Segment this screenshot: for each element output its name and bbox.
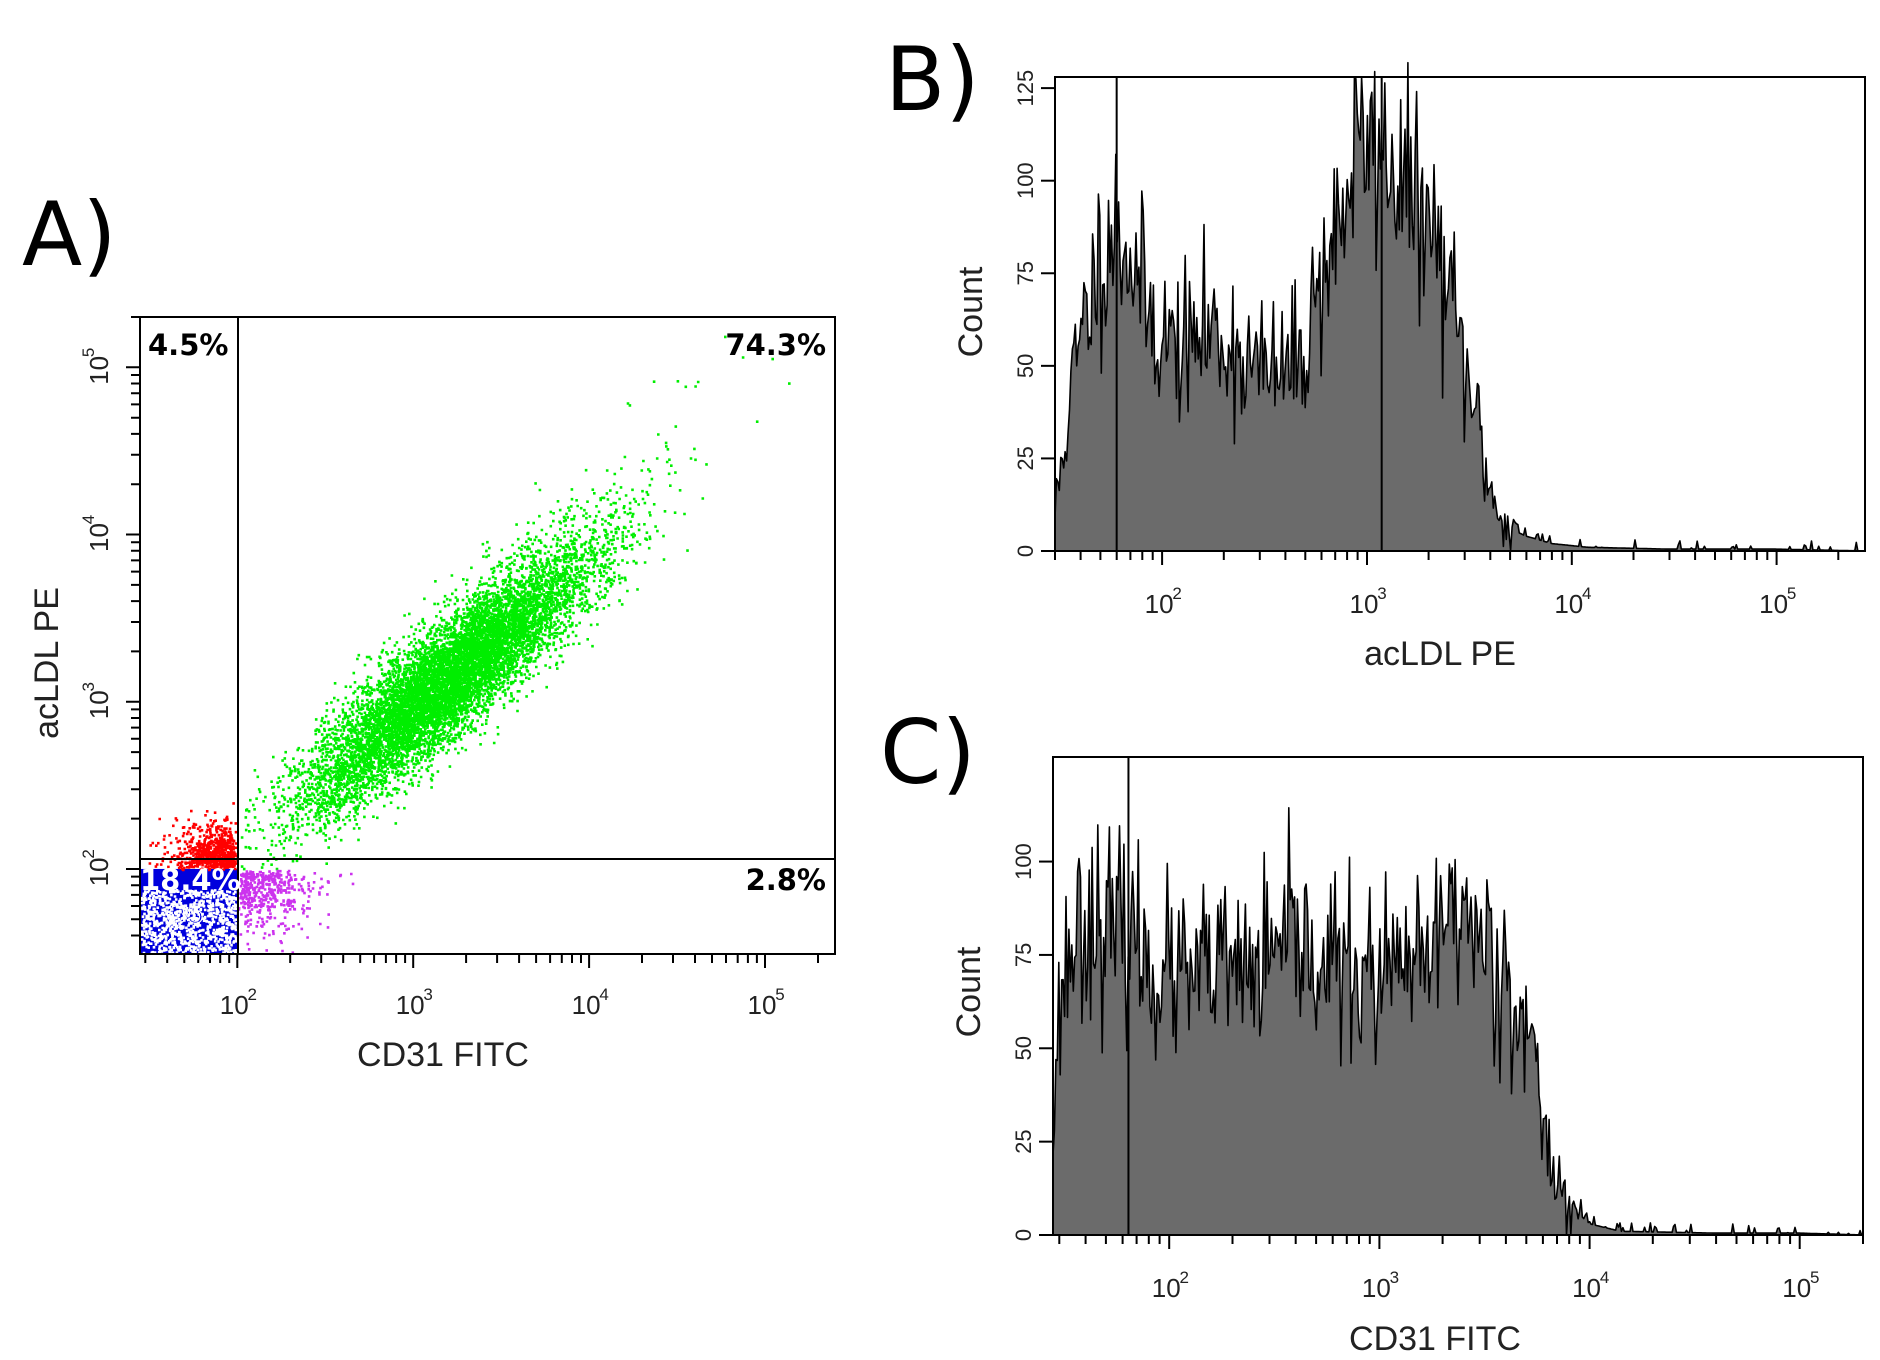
population-top-right: [240, 382, 791, 871]
scatter-events: [140, 335, 791, 955]
histogram-c-x-ticks: [1058, 1235, 1864, 1249]
scatter-y-label-3-text-base: 10: [84, 356, 114, 385]
scatter-y-label-0-text-base: 10: [84, 857, 114, 886]
scatter-x-ticks: [144, 954, 819, 968]
scatter-x-label-2-base: 10: [572, 990, 601, 1020]
scatter-y-label-0-text-exp: 2: [79, 849, 98, 858]
histogram-c-x-label-2-base: 10: [1572, 1273, 1601, 1303]
population-top-left: [148, 802, 239, 872]
histogram-b-x-ticks: [1054, 551, 1840, 565]
histogram-c-ytick-label-4: 100: [1011, 843, 1036, 880]
population-bottom-right: [237, 869, 355, 954]
histogram-c-x-label-1-exp: 3: [1390, 1268, 1399, 1287]
histogram-b-ytick-label-1: 25: [1013, 446, 1038, 470]
scatter-x-label-1-exp: 3: [423, 985, 432, 1004]
scatter-y-label-1-text: 103: [79, 682, 114, 719]
scatter-x-axis: 102 103 104 105: [144, 954, 819, 1020]
scatter-x-label-2: 104: [572, 985, 609, 1020]
scatter-y-label-3-text: 105: [79, 348, 114, 385]
histogram-b-x-label-2-exp: 4: [1582, 584, 1591, 603]
scatter-x-label-3-base: 10: [748, 990, 777, 1020]
scatter-y-label-3-text-exp: 5: [79, 348, 98, 357]
scatter-y-label-1-text-base: 10: [84, 690, 114, 719]
histogram-b-x-label-1-exp: 3: [1377, 584, 1386, 603]
scatter-x-label-0-base: 10: [220, 990, 249, 1020]
scatter-y-ticks: [126, 316, 140, 937]
histogram-b-x-label-3: 105: [1759, 584, 1796, 619]
histogram-b-ytick-label-5: 125: [1013, 70, 1038, 107]
histogram-c-ytick-label-3: 75: [1011, 943, 1036, 967]
scatter-y-label-1: 103: [79, 682, 114, 719]
population-bottom-left-speckle: [140, 889, 238, 955]
histogram-b-area: [1054, 61, 1866, 552]
histogram-b-x-label-0-base: 10: [1145, 589, 1174, 619]
histogram-c-frame: [1052, 756, 1864, 1236]
histogram-b-ytick-label-0: 0: [1013, 545, 1038, 557]
scatter-y-label-1-text-exp: 3: [79, 682, 98, 691]
histogram-b-x-label-3-exp: 5: [1787, 584, 1796, 603]
scatter-y-label-0: 102: [79, 849, 114, 886]
histogram-c: [1052, 757, 1864, 1236]
scatter-x-label-1: 103: [396, 985, 433, 1020]
histogram-c-ytick-label-2: 50: [1011, 1036, 1036, 1060]
histogram-b-x-label-2-base: 10: [1554, 589, 1583, 619]
histogram-c-x-label-1: 103: [1362, 1268, 1399, 1303]
gate-label-q5: Q5: [166, 898, 203, 929]
panel-a-letter: A): [22, 183, 117, 286]
histogram-b-x-label-1-base: 10: [1349, 589, 1378, 619]
quadrant-pct-bottom-left: 18.4%: [140, 863, 241, 897]
panel-b-letter: B): [885, 28, 980, 131]
scatter-y-label-0-text: 102: [79, 849, 114, 886]
histogram-b-x-title: acLDL PE: [1364, 635, 1516, 673]
scatter-y-label-2-text-exp: 4: [79, 515, 98, 524]
histogram-b-x-label-2: 104: [1554, 584, 1591, 619]
histogram-c-ytick-label-0: 0: [1011, 1229, 1036, 1241]
histogram-c-x-label-2: 104: [1572, 1268, 1609, 1303]
scatter-x-title: CD31 FITC: [357, 1036, 529, 1074]
histogram-b-x-label-1: 103: [1349, 584, 1386, 619]
histogram-c-area: [1052, 807, 1864, 1236]
scatter-y-title: acLDL PE: [28, 587, 66, 739]
histogram-b-ytick-label-2: 50: [1013, 354, 1038, 378]
histogram-c-x-label-0-base: 10: [1152, 1273, 1181, 1303]
histogram-b-x-label-3-base: 10: [1759, 589, 1788, 619]
histogram-b-ytick-label-4: 100: [1013, 162, 1038, 199]
histogram-c-x-label-3: 105: [1782, 1268, 1819, 1303]
histogram-c-x-label-2-exp: 4: [1600, 1268, 1609, 1287]
histogram-c-y-title: Count: [950, 946, 988, 1037]
histogram-c-x-title: CD31 FITC: [1349, 1320, 1521, 1358]
histogram-c-x-label-3-base: 10: [1782, 1273, 1811, 1303]
scatter-x-label-3-exp: 5: [775, 985, 784, 1004]
scatter-y-label-3: 105: [79, 348, 114, 385]
scatter-y-label-2-text: 104: [79, 515, 114, 552]
histogram-c-ytick-label-1: 25: [1011, 1129, 1036, 1153]
histogram-b: [1054, 61, 1866, 552]
quadrant-pct-top-right: 74.3%: [725, 328, 826, 362]
scatter-y-label-2-text-base: 10: [84, 523, 114, 552]
scatter-x-label-0: 102: [220, 985, 257, 1020]
histogram-c-x-label-0: 102: [1152, 1268, 1189, 1303]
histogram-b-y-title: Count: [952, 266, 990, 357]
quadrant-pct-bottom-right: 2.8%: [746, 863, 826, 897]
scatter-x-label-1-base: 10: [396, 990, 425, 1020]
scatter-y-label-2: 104: [79, 515, 114, 552]
histogram-c-x-label-0-exp: 2: [1179, 1268, 1188, 1287]
histogram-b-x-label-0-exp: 2: [1172, 584, 1181, 603]
histogram-b-ytick-label-3: 75: [1013, 261, 1038, 285]
histogram-b-frame: [1054, 76, 1866, 552]
scatter-x-label-3: 105: [748, 985, 785, 1020]
histogram-c-x-label-1-base: 10: [1362, 1273, 1391, 1303]
scatter-x-label-0-exp: 2: [248, 985, 257, 1004]
scatter-frame: [139, 316, 836, 955]
quadrant-pct-top-left: 4.5%: [148, 328, 228, 362]
scatter-x-label-2-exp: 4: [599, 985, 608, 1004]
histogram-b-x-label-0: 102: [1145, 584, 1182, 619]
histogram-c-x-label-3-exp: 5: [1810, 1268, 1819, 1287]
panel-c-letter: C): [880, 701, 976, 804]
